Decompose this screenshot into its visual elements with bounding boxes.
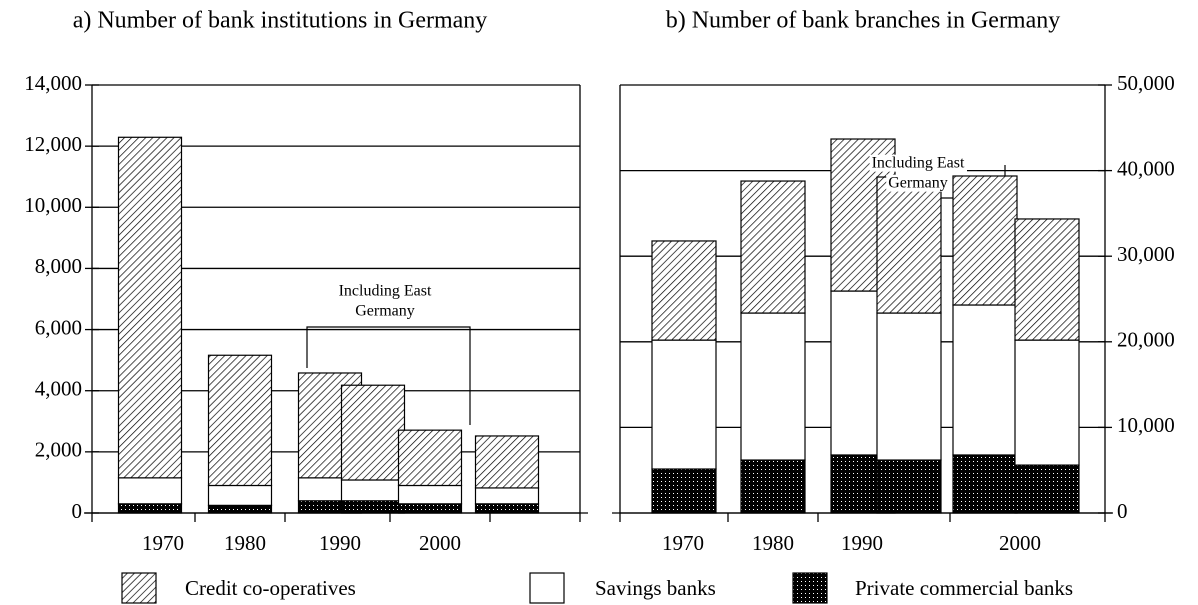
bar-segment [1014, 218, 1080, 341]
bar-segment [397, 503, 463, 514]
bar-segment [651, 468, 717, 514]
annotation: Germany [355, 303, 415, 320]
bar-segment [340, 384, 406, 481]
bar-segment [474, 503, 540, 514]
x-tick-label: 2000 [419, 531, 461, 555]
y-tick-label: 50,000 [1117, 71, 1175, 95]
bar-segment [397, 429, 463, 487]
legend-label: Credit co-operatives [185, 576, 356, 600]
bar-segment [876, 176, 942, 314]
y-tick-label: 14,000 [24, 71, 82, 95]
y-tick-label: 8,000 [35, 254, 82, 278]
chart-title: b) Number of bank branches in Germany [666, 8, 1061, 34]
chart-title: a) Number of bank institutions in German… [73, 8, 488, 34]
legend-swatch [529, 572, 565, 604]
legend-swatch [121, 572, 157, 604]
bar-segment [474, 487, 540, 505]
y-tick-label: 4,000 [35, 377, 82, 401]
bar-segment [876, 459, 942, 514]
annotation: Including East [872, 155, 965, 172]
bar-segment [740, 459, 806, 514]
legend-swatch [792, 572, 828, 604]
bar-segment [952, 175, 1018, 306]
annotation-background [886, 174, 950, 192]
annotation-background [336, 282, 434, 300]
x-tick-label: 2000 [999, 531, 1041, 555]
annotation: Germany [888, 175, 948, 192]
y-tick-label: 0 [72, 499, 83, 523]
x-tick-label: 1990 [319, 531, 361, 555]
bar-segment [952, 454, 1018, 514]
bar-segment [651, 240, 717, 341]
x-tick-label: 1980 [224, 531, 266, 555]
y-tick-label: 0 [1117, 499, 1128, 523]
x-tick-label: 1990 [841, 531, 883, 555]
y-tick-label: 2,000 [35, 438, 82, 462]
annotation-background [353, 302, 417, 320]
x-tick-label: 1970 [662, 531, 704, 555]
bar-segment [474, 435, 540, 489]
annotation-background [869, 154, 967, 172]
legend-label: Savings banks [595, 576, 716, 600]
bar-segment [740, 180, 806, 314]
bar-segment [1014, 339, 1080, 466]
y-tick-label: 40,000 [1117, 156, 1175, 180]
bar-segment [117, 477, 183, 505]
bar-segment [876, 312, 942, 461]
x-tick-label: 1980 [752, 531, 794, 555]
y-tick-label: 20,000 [1117, 328, 1175, 352]
y-tick-label: 10,000 [1117, 413, 1175, 437]
bar-segment [207, 484, 273, 506]
bar-segment [207, 354, 273, 487]
bar-segment [340, 479, 406, 502]
y-tick-label: 10,000 [24, 193, 82, 217]
bar-segment [207, 504, 273, 514]
x-tick-label: 1970 [142, 531, 184, 555]
bar-segment [397, 484, 463, 505]
y-tick-label: 12,000 [24, 132, 82, 156]
bar-segment [117, 136, 183, 479]
legend-label: Private commercial banks [855, 576, 1073, 600]
bar-segment [651, 339, 717, 470]
bar-segment [740, 312, 806, 461]
bar-segment [1014, 464, 1080, 514]
y-tick-label: 30,000 [1117, 242, 1175, 266]
annotation: Including East [339, 283, 432, 300]
y-tick-label: 6,000 [35, 315, 82, 339]
annotation-bracket [306, 326, 471, 425]
bar-segment [117, 503, 183, 514]
bar-segment [340, 500, 406, 514]
bar-segment [952, 304, 1018, 456]
